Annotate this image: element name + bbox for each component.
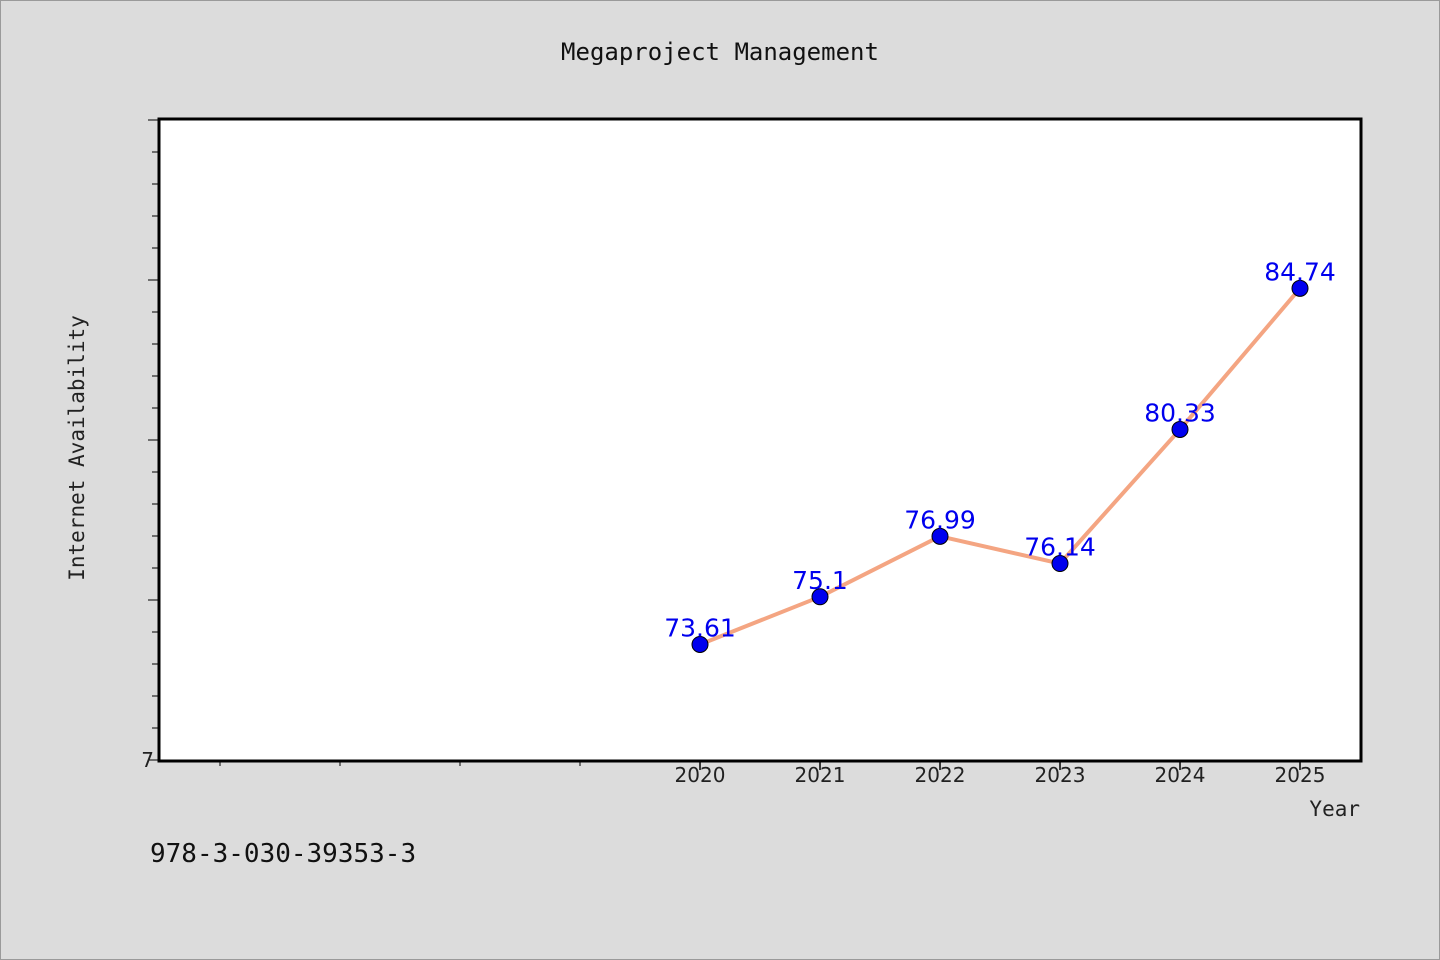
chart-title: Megaproject Management — [561, 38, 879, 66]
x-tick-label: 2025 — [1275, 763, 1326, 787]
y-axis-ticks: 7 — [141, 119, 160, 772]
x-axis-ticks: 2020 2021 2022 2023 2024 2025 — [219, 760, 1326, 787]
x-tick-label: 2023 — [1035, 763, 1086, 787]
data-point — [811, 588, 829, 606]
isbn-text: 978-3-030-39353-3 — [150, 839, 416, 869]
data-label: 76.99 — [904, 505, 976, 534]
data-label: 75.1 — [792, 566, 848, 595]
data-point — [691, 635, 709, 653]
data-label: 84.74 — [1264, 257, 1336, 286]
series-layer: 73.61 75.1 76.99 76.14 80.33 84.74 — [664, 257, 1336, 653]
y-axis-label: Internet Availability — [65, 315, 89, 581]
y-tick-label: 7 — [141, 748, 154, 772]
x-axis-label: Year — [1309, 797, 1360, 821]
series-line — [699, 287, 1302, 647]
data-point — [1051, 555, 1069, 573]
data-label: 76.14 — [1024, 533, 1096, 562]
data-point — [1291, 279, 1309, 297]
data-label: 80.33 — [1144, 398, 1216, 427]
x-tick-label: 2024 — [1155, 763, 1206, 787]
x-tick-label: 2020 — [675, 763, 726, 787]
data-point — [931, 527, 949, 545]
data-point — [1171, 420, 1189, 438]
plot-area — [157, 117, 1363, 763]
x-tick-label: 2022 — [915, 763, 966, 787]
data-label: 73.61 — [664, 613, 736, 642]
x-tick-label: 2021 — [795, 763, 846, 787]
